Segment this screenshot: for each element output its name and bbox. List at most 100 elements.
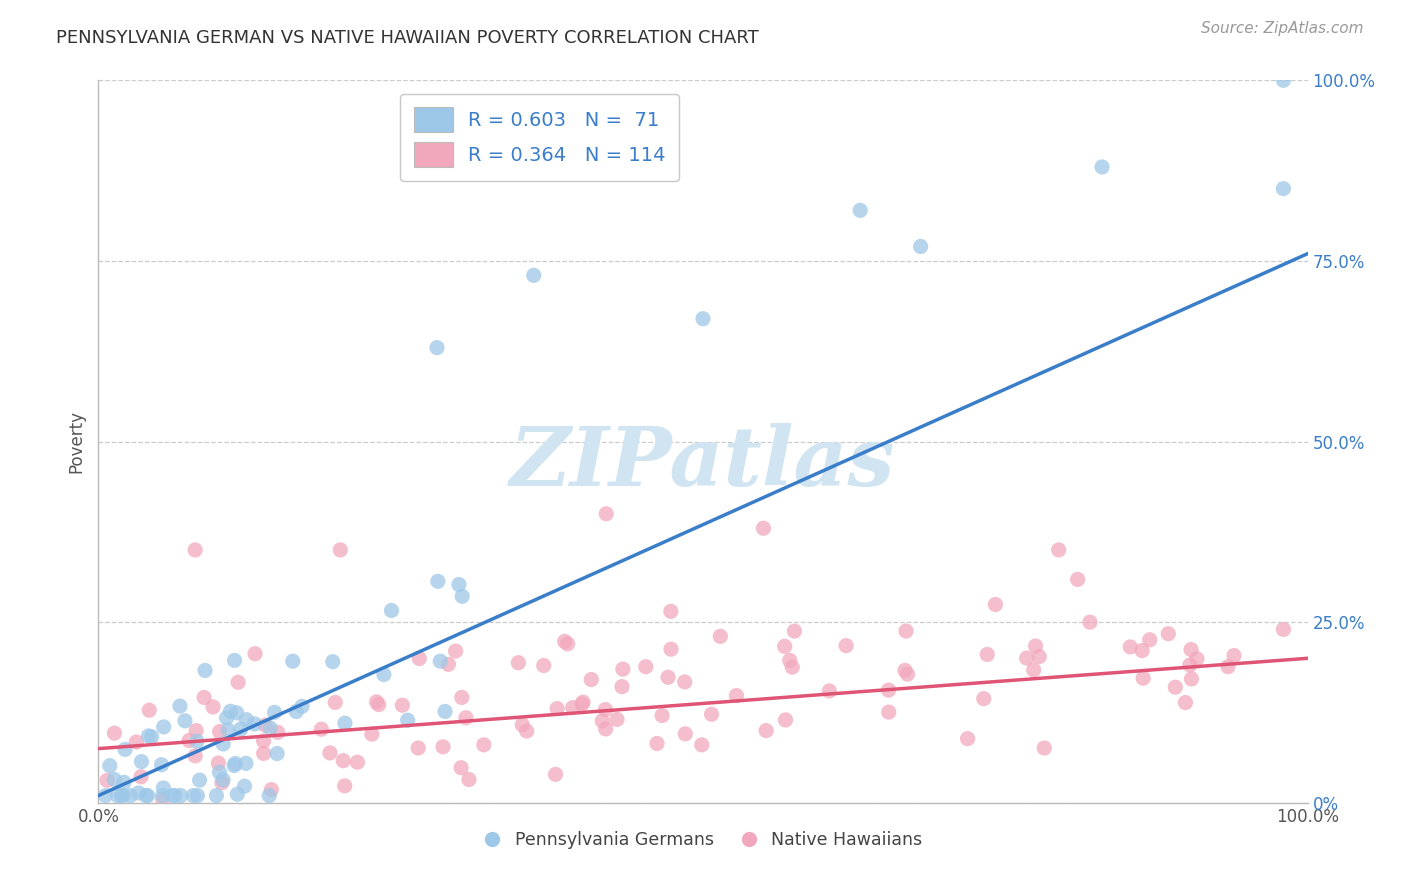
Point: [323, 695, 346, 709]
Point: [437, 657, 460, 672]
Point: [162, 789, 184, 803]
Point: [454, 711, 477, 725]
Point: [554, 634, 576, 648]
Point: [1078, 615, 1101, 630]
Point: [291, 699, 314, 714]
Point: [152, 780, 174, 795]
Point: [226, 787, 249, 801]
Point: [333, 779, 356, 793]
Point: [254, 718, 277, 732]
Y-axis label: Poverty: Poverty: [67, 410, 86, 473]
Point: [659, 642, 682, 657]
Point: [107, 789, 129, 803]
Point: [516, 724, 538, 739]
Point: [896, 667, 918, 681]
Point: [112, 775, 135, 789]
Point: [877, 705, 900, 719]
Point: [208, 724, 231, 739]
Point: [150, 757, 173, 772]
Point: [194, 664, 217, 678]
Point: [266, 747, 288, 761]
Point: [219, 704, 242, 718]
Point: [1130, 643, 1153, 657]
Point: [1022, 663, 1045, 677]
Point: [152, 789, 174, 803]
Point: [211, 775, 233, 789]
Point: [233, 779, 256, 793]
Text: Source: ZipAtlas.com: Source: ZipAtlas.com: [1201, 21, 1364, 36]
Point: [606, 712, 628, 726]
Point: [1180, 642, 1202, 657]
Point: [163, 789, 186, 803]
Point: [94, 789, 117, 803]
Point: [188, 773, 211, 788]
Point: [346, 755, 368, 769]
Point: [773, 640, 796, 654]
Point: [257, 789, 280, 803]
Point: [212, 737, 235, 751]
Point: [141, 730, 163, 744]
Point: [1119, 640, 1142, 654]
Point: [217, 723, 239, 737]
Point: [212, 772, 235, 787]
Point: [426, 341, 449, 355]
Point: [152, 720, 174, 734]
Point: [169, 699, 191, 714]
Point: [1132, 671, 1154, 685]
Point: [429, 654, 451, 668]
Point: [910, 239, 932, 253]
Point: [319, 746, 342, 760]
Point: [103, 726, 125, 740]
Point: [259, 721, 281, 735]
Point: [367, 698, 389, 712]
Point: [391, 698, 413, 713]
Point: [205, 789, 228, 803]
Point: [243, 647, 266, 661]
Point: [472, 738, 495, 752]
Point: [112, 789, 135, 803]
Point: [779, 653, 801, 667]
Point: [224, 653, 246, 667]
Point: [690, 738, 713, 752]
Point: [835, 639, 858, 653]
Point: [444, 644, 467, 658]
Point: [571, 697, 593, 711]
Point: [1091, 160, 1114, 174]
Point: [659, 604, 682, 618]
Point: [128, 786, 150, 800]
Point: [152, 792, 174, 806]
Point: [373, 667, 395, 681]
Point: [186, 789, 208, 803]
Point: [780, 660, 803, 674]
Point: [136, 789, 159, 803]
Point: [322, 655, 344, 669]
Point: [1174, 696, 1197, 710]
Point: [138, 703, 160, 717]
Point: [612, 662, 634, 676]
Point: [179, 733, 201, 747]
Point: [544, 767, 567, 781]
Point: [450, 690, 472, 705]
Point: [186, 734, 208, 748]
Point: [229, 722, 252, 736]
Point: [125, 735, 148, 749]
Point: [976, 648, 998, 662]
Point: [1272, 73, 1295, 87]
Point: [1164, 680, 1187, 694]
Point: [557, 637, 579, 651]
Point: [224, 756, 246, 771]
Point: [96, 773, 118, 788]
Point: [311, 723, 333, 737]
Point: [1272, 182, 1295, 196]
Point: [877, 683, 900, 698]
Point: [224, 758, 246, 772]
Point: [434, 705, 457, 719]
Point: [226, 675, 249, 690]
Point: [1033, 741, 1056, 756]
Point: [98, 758, 121, 772]
Point: [432, 739, 454, 754]
Point: [208, 765, 231, 780]
Point: [651, 708, 673, 723]
Point: [1180, 672, 1202, 686]
Point: [202, 699, 225, 714]
